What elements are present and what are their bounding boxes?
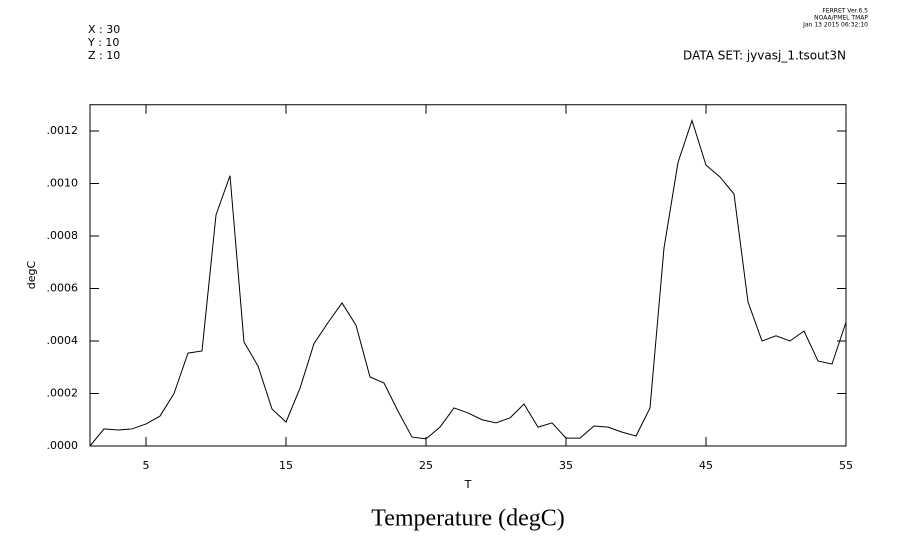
header-y: Y : 10 — [87, 36, 119, 49]
y-tick-label: .0004 — [47, 334, 79, 347]
data-line — [89, 118, 847, 447]
stamp-line: Jan 13 2015 06:32:10 — [802, 22, 868, 29]
x-tick-label: 15 — [279, 459, 293, 472]
x-axis-label: T — [464, 478, 472, 491]
y-axis-label: degC — [25, 260, 38, 289]
y-tick-label: .0002 — [47, 387, 79, 400]
x-tick-label: 5 — [143, 459, 150, 472]
stamp-line: NOAA/PMEL TMAP — [814, 15, 868, 22]
x-tick-label: 55 — [839, 459, 853, 472]
dataset-label: DATA SET: jyvasj_1.tsout3N — [683, 49, 846, 63]
y-tick-label: .0012 — [47, 124, 79, 137]
y-tick-label: .0006 — [47, 282, 79, 295]
y-tick-label: .0008 — [47, 229, 79, 242]
x-tick-label: 35 — [559, 459, 573, 472]
y-tick-label: .0000 — [47, 439, 79, 452]
x-tick-label: 45 — [699, 459, 713, 472]
stamp-line: FERRET Ver.6.5 — [822, 8, 868, 15]
header-z: Z : 10 — [88, 49, 120, 62]
x-tick-label: 25 — [419, 459, 433, 472]
y-tick-label: .0010 — [47, 177, 79, 190]
chart-title: Temperature (degC) — [371, 506, 565, 532]
header-x: X : 30 — [88, 23, 120, 36]
plot-frame — [89, 104, 847, 447]
